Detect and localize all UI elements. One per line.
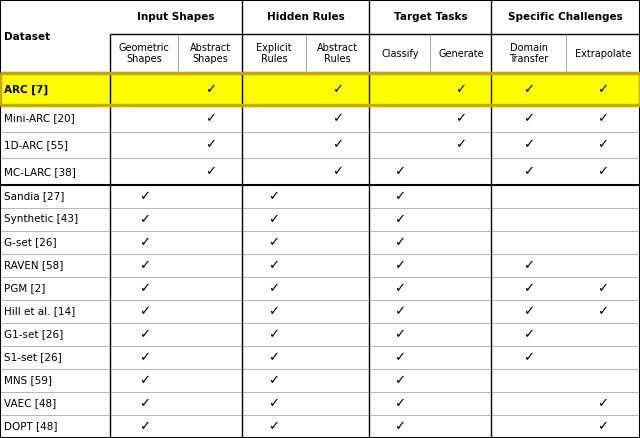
Text: ✓: ✓ bbox=[523, 305, 534, 318]
Text: Target Tasks: Target Tasks bbox=[394, 12, 467, 22]
Text: ✓: ✓ bbox=[523, 138, 534, 152]
Text: ✓: ✓ bbox=[455, 83, 467, 96]
Text: ✓: ✓ bbox=[139, 305, 150, 318]
Text: Synthetic [43]: Synthetic [43] bbox=[4, 215, 78, 224]
Text: ✓: ✓ bbox=[523, 328, 534, 341]
Text: MNS [59]: MNS [59] bbox=[4, 375, 52, 385]
Text: RAVEN [58]: RAVEN [58] bbox=[4, 261, 63, 270]
Text: Dataset: Dataset bbox=[4, 32, 50, 42]
Text: ✓: ✓ bbox=[394, 165, 406, 178]
Text: Domain
Transfer: Domain Transfer bbox=[509, 43, 548, 64]
Text: ✓: ✓ bbox=[139, 374, 150, 387]
Text: ✓: ✓ bbox=[523, 112, 534, 125]
Text: ✓: ✓ bbox=[205, 112, 216, 125]
Text: Sandia [27]: Sandia [27] bbox=[4, 191, 64, 201]
Text: ✓: ✓ bbox=[523, 351, 534, 364]
Text: G-set [26]: G-set [26] bbox=[4, 237, 56, 247]
Text: ✓: ✓ bbox=[597, 138, 609, 152]
Text: ✓: ✓ bbox=[205, 138, 216, 152]
Text: Extrapolate: Extrapolate bbox=[575, 49, 631, 59]
Text: ✓: ✓ bbox=[394, 351, 406, 364]
Text: ✓: ✓ bbox=[268, 328, 280, 341]
Text: G1-set [26]: G1-set [26] bbox=[4, 329, 63, 339]
Text: ✓: ✓ bbox=[394, 213, 406, 226]
Text: S1-set [26]: S1-set [26] bbox=[4, 353, 61, 363]
Text: ✓: ✓ bbox=[268, 282, 280, 295]
Text: ✓: ✓ bbox=[394, 397, 406, 410]
Text: ✓: ✓ bbox=[394, 190, 406, 203]
Text: ✓: ✓ bbox=[394, 236, 406, 249]
Text: ✓: ✓ bbox=[394, 259, 406, 272]
Text: ✓: ✓ bbox=[139, 213, 150, 226]
Text: Classify: Classify bbox=[381, 49, 419, 59]
Text: Hidden Rules: Hidden Rules bbox=[267, 12, 345, 22]
Text: ✓: ✓ bbox=[597, 305, 609, 318]
Text: ✓: ✓ bbox=[597, 397, 609, 410]
Text: ✓: ✓ bbox=[268, 236, 280, 249]
Text: ✓: ✓ bbox=[139, 259, 150, 272]
Text: ✓: ✓ bbox=[205, 83, 216, 96]
Text: ✓: ✓ bbox=[523, 259, 534, 272]
Text: ✓: ✓ bbox=[268, 190, 280, 203]
Text: ✓: ✓ bbox=[394, 420, 406, 433]
Text: ✓: ✓ bbox=[455, 138, 467, 152]
Text: Abstract
Shapes: Abstract Shapes bbox=[190, 43, 231, 64]
Text: ✓: ✓ bbox=[268, 213, 280, 226]
Text: ✓: ✓ bbox=[139, 420, 150, 433]
Text: ✓: ✓ bbox=[268, 259, 280, 272]
Text: VAEC [48]: VAEC [48] bbox=[4, 399, 56, 409]
Text: ✓: ✓ bbox=[332, 112, 343, 125]
Bar bbox=[0, 74, 640, 105]
Text: ✓: ✓ bbox=[332, 138, 343, 152]
Text: ✓: ✓ bbox=[597, 282, 609, 295]
Text: MC-LARC [38]: MC-LARC [38] bbox=[4, 167, 76, 177]
Text: Mini-ARC [20]: Mini-ARC [20] bbox=[4, 113, 75, 124]
Text: Specific Challenges: Specific Challenges bbox=[508, 12, 623, 22]
Text: ✓: ✓ bbox=[597, 420, 609, 433]
Text: Abstract
Rules: Abstract Rules bbox=[317, 43, 358, 64]
Text: ✓: ✓ bbox=[597, 83, 609, 96]
Text: ✓: ✓ bbox=[523, 83, 534, 96]
Text: Explicit
Rules: Explicit Rules bbox=[256, 43, 292, 64]
Text: ✓: ✓ bbox=[394, 328, 406, 341]
Text: ✓: ✓ bbox=[597, 165, 609, 178]
Text: Geometric
Shapes: Geometric Shapes bbox=[119, 43, 170, 64]
Text: Generate: Generate bbox=[438, 49, 484, 59]
Text: 1D-ARC [55]: 1D-ARC [55] bbox=[4, 140, 68, 150]
Text: ✓: ✓ bbox=[523, 165, 534, 178]
Text: ✓: ✓ bbox=[523, 282, 534, 295]
Text: ✓: ✓ bbox=[139, 236, 150, 249]
Text: Input Shapes: Input Shapes bbox=[138, 12, 215, 22]
Text: ✓: ✓ bbox=[394, 282, 406, 295]
Text: Hill et al. [14]: Hill et al. [14] bbox=[4, 307, 75, 317]
Text: ✓: ✓ bbox=[332, 165, 343, 178]
Text: ✓: ✓ bbox=[394, 374, 406, 387]
Text: ✓: ✓ bbox=[597, 112, 609, 125]
Text: ARC [7]: ARC [7] bbox=[4, 84, 48, 95]
Text: ✓: ✓ bbox=[139, 328, 150, 341]
Text: ✓: ✓ bbox=[455, 112, 467, 125]
Text: ✓: ✓ bbox=[268, 374, 280, 387]
Text: ✓: ✓ bbox=[139, 351, 150, 364]
Text: ✓: ✓ bbox=[268, 420, 280, 433]
Text: ✓: ✓ bbox=[268, 351, 280, 364]
Text: ✓: ✓ bbox=[139, 190, 150, 203]
Text: DOPT [48]: DOPT [48] bbox=[4, 421, 58, 431]
Text: PGM [2]: PGM [2] bbox=[4, 283, 45, 293]
Text: ✓: ✓ bbox=[139, 397, 150, 410]
Text: ✓: ✓ bbox=[205, 165, 216, 178]
Text: ✓: ✓ bbox=[268, 397, 280, 410]
Text: ✓: ✓ bbox=[268, 305, 280, 318]
Text: ✓: ✓ bbox=[139, 282, 150, 295]
Text: ✓: ✓ bbox=[394, 305, 406, 318]
Text: ✓: ✓ bbox=[332, 83, 343, 96]
